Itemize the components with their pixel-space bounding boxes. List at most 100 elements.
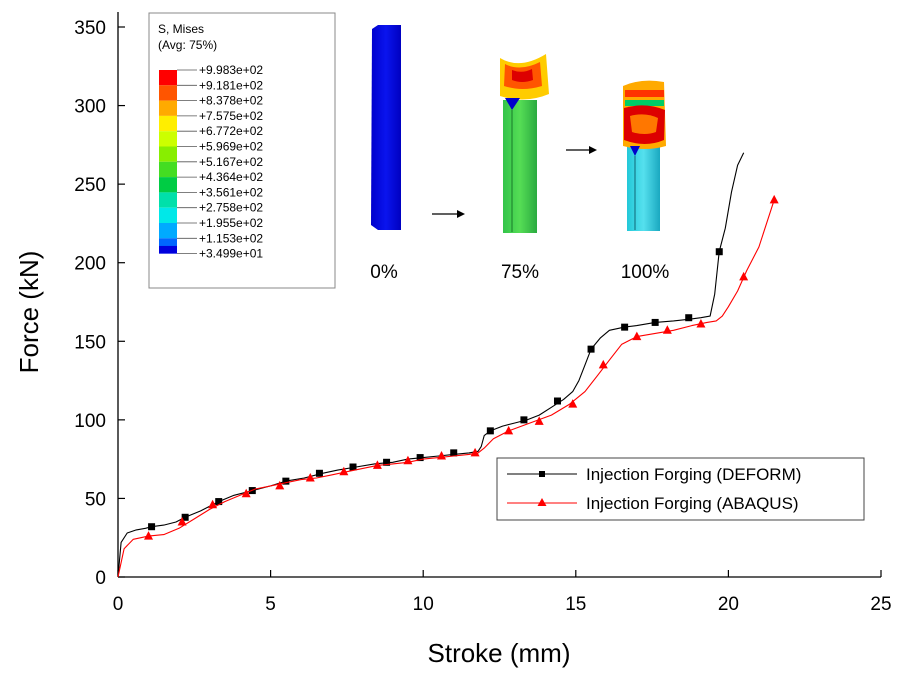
- data-point-abaqus: [534, 416, 544, 425]
- data-point-deform: [383, 458, 391, 466]
- data-point-deform: [148, 523, 156, 531]
- data-point-deform: [685, 314, 693, 322]
- data-point-abaqus: [305, 473, 315, 482]
- billet-75pct-image: [500, 54, 549, 233]
- data-point-deform: [715, 248, 723, 256]
- data-point-abaqus: [598, 359, 608, 369]
- x-tick-label: 15: [565, 594, 586, 615]
- colorbar-swatch: [159, 146, 177, 162]
- x-tick-label: 25: [870, 594, 891, 615]
- data-point-abaqus: [403, 455, 413, 465]
- inset-legend-subtitle: (Avg: 75%): [158, 38, 217, 52]
- data-point-abaqus: [208, 499, 218, 509]
- colorbar-swatch: [159, 161, 177, 178]
- colorbar-label: +9.181e+02: [199, 78, 263, 92]
- billet-100pct-image: [623, 80, 666, 231]
- colorbar-label: +4.364e+02: [199, 170, 263, 184]
- colorbar-label: +2.758e+02: [199, 201, 263, 215]
- data-point-deform: [282, 477, 290, 485]
- legend-marker-deform: [539, 471, 545, 477]
- data-point-abaqus: [769, 194, 779, 204]
- colorbar-swatch: [159, 223, 177, 239]
- inset-legend-title: S, Mises: [158, 22, 204, 36]
- legend-label-deform: Injection Forging (DEFORM): [586, 465, 801, 484]
- colorbar-swatch: [159, 177, 177, 193]
- data-point-abaqus: [504, 425, 514, 435]
- data-point-abaqus: [339, 466, 349, 476]
- data-point-abaqus: [241, 488, 251, 498]
- colorbar-label: +7.575e+02: [199, 109, 263, 123]
- colorbar-label: +3.499e+01: [199, 247, 263, 261]
- colorbar-label: +1.153e+02: [199, 231, 263, 245]
- data-point-deform: [450, 449, 458, 457]
- x-tick-label: 10: [413, 594, 434, 615]
- y-tick-label: 0: [95, 568, 106, 589]
- colorbar-label: +5.969e+02: [199, 140, 263, 154]
- data-point-deform: [416, 454, 424, 462]
- colorbar-label: +8.378e+02: [199, 94, 263, 108]
- data-point-abaqus: [632, 331, 642, 341]
- legend: Injection Forging (DEFORM) Injection For…: [496, 457, 865, 521]
- stage-arrow-1-head: [457, 210, 465, 218]
- data-point-deform: [349, 463, 357, 471]
- inset-contour-legend: S, Mises (Avg: 75%) +9.983e+02+9.181e+02…: [148, 12, 336, 289]
- data-point-deform: [587, 345, 595, 353]
- legend-label-abaqus: Injection Forging (ABAQUS): [586, 494, 799, 513]
- data-point-deform: [486, 427, 494, 435]
- inset-legend-box: [148, 12, 336, 289]
- y-tick-label: 100: [74, 411, 106, 432]
- colorbar-swatch: [159, 100, 177, 116]
- data-point-abaqus: [437, 451, 447, 460]
- data-point-abaqus: [662, 325, 672, 334]
- y-tick-label: 200: [74, 254, 106, 275]
- y-tick-label: 250: [74, 175, 106, 196]
- y-tick-label: 50: [85, 489, 106, 510]
- colorbar-swatch: [159, 85, 177, 101]
- series-layer: [117, 152, 779, 578]
- data-point-abaqus: [177, 517, 187, 526]
- data-point-deform: [553, 397, 561, 405]
- colorbar-swatch: [159, 131, 177, 147]
- data-point-abaqus: [696, 319, 706, 328]
- colorbar-label: +1.955e+02: [199, 216, 263, 230]
- colorbar-label: +5.167e+02: [199, 155, 263, 169]
- data-point-abaqus: [372, 460, 382, 469]
- colorbar-label: +9.983e+02: [199, 63, 263, 77]
- colorbar-label: +3.561e+02: [199, 185, 263, 199]
- x-tick-label: 0: [113, 594, 124, 615]
- colorbar-swatch: [159, 207, 177, 223]
- x-axis-title: Stroke (mm): [428, 638, 571, 668]
- data-point-abaqus: [739, 271, 749, 281]
- data-point-deform: [651, 318, 659, 326]
- colorbar-label: +6.772e+02: [199, 124, 263, 138]
- data-point-deform: [315, 469, 323, 477]
- y-tick-label: 350: [74, 18, 106, 39]
- stage-label-75pct: 75%: [501, 262, 539, 283]
- data-point-abaqus: [568, 399, 578, 408]
- data-point-deform: [215, 498, 223, 506]
- data-point-abaqus: [470, 447, 480, 457]
- colorbar-swatch: [159, 245, 177, 254]
- y-axis-title: Force (kN): [14, 251, 44, 374]
- billet-0pct-image: [371, 25, 401, 230]
- series-line-abaqus: [117, 199, 775, 578]
- legend-box: [496, 457, 865, 521]
- y-tick-label: 150: [74, 332, 106, 353]
- stage-label-0pct: 0%: [370, 262, 398, 283]
- inset-deformation-stages: 0% 75% 100%: [370, 25, 669, 283]
- x-tick-label: 5: [265, 594, 276, 615]
- y-axis-ticks: 0 50 100 150 200 250 300 350: [74, 18, 125, 589]
- data-point-deform: [181, 513, 189, 521]
- colorbar-swatch: [159, 70, 177, 86]
- stage-arrow-2-head: [589, 146, 597, 154]
- x-axis-ticks: 0 5 10 15 20 25: [113, 570, 892, 615]
- data-point-abaqus: [144, 531, 154, 540]
- legend-marker-abaqus: [537, 498, 547, 506]
- colorbar-swatch: [159, 115, 177, 132]
- x-tick-label: 20: [718, 594, 739, 615]
- series-line-deform: [117, 152, 745, 578]
- y-tick-label: 300: [74, 97, 106, 118]
- data-point-deform: [621, 323, 629, 331]
- inset-colorbar: +9.983e+02+9.181e+02 +8.378e+02+7.575e+02…: [159, 63, 263, 261]
